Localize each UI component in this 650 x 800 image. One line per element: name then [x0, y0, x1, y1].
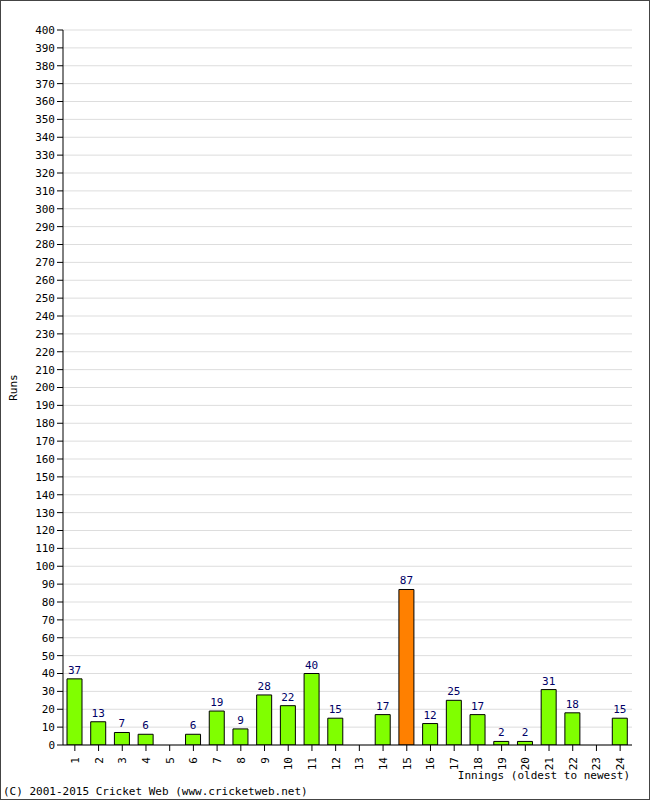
svg-text:240: 240: [35, 310, 55, 323]
html-text:(C) 2001-2015 Cricket Web (www: (C) 2001-2015 Cricket Web (www.cricketwe…: [3, 785, 308, 798]
svg-text:21: 21: [543, 757, 556, 771]
svg-text:80: 80: [42, 596, 55, 609]
svg-text:350: 350: [35, 113, 55, 126]
svg-text:9: 9: [237, 714, 244, 727]
svg-text:15: 15: [329, 703, 342, 716]
svg-text:270: 270: [35, 256, 55, 269]
svg-text:22: 22: [281, 691, 294, 704]
svg-text:40: 40: [305, 659, 318, 672]
svg-text:Innings (oldest to newest): Innings (oldest to newest): [458, 769, 630, 781]
svg-text:Runs: Runs: [8, 374, 20, 401]
svg-text:280: 280: [35, 238, 55, 251]
svg-text:230: 230: [35, 328, 55, 341]
svg-text:2: 2: [93, 757, 106, 764]
svg-text:13: 13: [92, 707, 105, 720]
svg-text:22: 22: [566, 757, 580, 771]
svg-text:320: 320: [35, 167, 55, 180]
svg-text:17: 17: [471, 700, 484, 713]
svg-text:4: 4: [140, 757, 153, 764]
svg-text:17: 17: [448, 757, 462, 771]
svg-text:390: 390: [35, 42, 55, 55]
svg-text:37: 37: [68, 664, 81, 677]
svg-text:18: 18: [471, 757, 485, 771]
svg-text:10: 10: [42, 721, 55, 734]
svg-text:180: 180: [35, 417, 55, 430]
svg-text:100: 100: [35, 560, 55, 573]
svg-text:10: 10: [282, 757, 295, 770]
svg-text:24: 24: [614, 757, 628, 771]
svg-text:17: 17: [376, 700, 389, 713]
svg-text:20: 20: [42, 703, 55, 716]
svg-text:260: 260: [35, 274, 55, 287]
svg-text:150: 150: [35, 471, 55, 484]
svg-text:31: 31: [542, 675, 555, 688]
svg-text:8: 8: [235, 757, 248, 764]
svg-text:13: 13: [353, 757, 366, 770]
svg-text:370: 370: [35, 78, 55, 91]
svg-text:28: 28: [258, 680, 271, 693]
svg-text:25: 25: [447, 685, 460, 698]
svg-text:1: 1: [69, 757, 82, 764]
svg-text:140: 140: [35, 489, 55, 502]
svg-text:12: 12: [424, 709, 437, 722]
svg-text:90: 90: [42, 578, 55, 591]
svg-text:330: 330: [35, 149, 55, 162]
svg-text:160: 160: [35, 453, 55, 466]
svg-text:310: 310: [35, 185, 55, 198]
svg-text:2: 2: [498, 726, 505, 739]
svg-text:0: 0: [48, 739, 55, 752]
svg-text:16: 16: [424, 757, 437, 770]
svg-text:290: 290: [35, 221, 55, 234]
svg-text:7: 7: [211, 757, 224, 764]
svg-text:15: 15: [613, 703, 626, 716]
svg-text:380: 380: [35, 60, 55, 73]
svg-text:14: 14: [377, 757, 390, 771]
svg-text:6: 6: [142, 719, 149, 732]
svg-text:6: 6: [190, 719, 197, 732]
svg-text:19: 19: [210, 696, 223, 709]
svg-text:200: 200: [35, 381, 55, 394]
svg-text:87: 87: [400, 574, 413, 587]
svg-text:19: 19: [495, 757, 509, 771]
svg-text:210: 210: [35, 364, 55, 377]
svg-text:15: 15: [401, 757, 414, 770]
svg-text:110: 110: [35, 542, 55, 555]
svg-text:20: 20: [519, 757, 533, 771]
svg-text:190: 190: [35, 399, 55, 412]
svg-text:400: 400: [35, 24, 55, 37]
svg-text:30: 30: [42, 685, 55, 698]
svg-text:60: 60: [42, 632, 55, 645]
svg-text:12: 12: [330, 757, 343, 770]
svg-text:170: 170: [35, 435, 55, 448]
svg-text:300: 300: [35, 203, 55, 216]
svg-text:6: 6: [187, 757, 200, 764]
svg-text:3: 3: [116, 757, 129, 764]
svg-text:70: 70: [42, 614, 55, 627]
svg-text:23: 23: [590, 757, 604, 771]
svg-text:9: 9: [259, 757, 272, 764]
svg-text:40: 40: [42, 667, 55, 680]
svg-text:50: 50: [42, 650, 55, 663]
svg-text:360: 360: [35, 95, 55, 108]
svg-text:11: 11: [306, 757, 319, 770]
svg-text:18: 18: [566, 698, 579, 711]
svg-text:220: 220: [35, 346, 55, 359]
svg-text:250: 250: [35, 292, 55, 305]
svg-text:120: 120: [35, 524, 55, 537]
svg-text:130: 130: [35, 507, 55, 520]
svg-text:2: 2: [522, 726, 529, 739]
svg-text:340: 340: [35, 131, 55, 144]
svg-text:7: 7: [119, 717, 126, 730]
svg-text:5: 5: [164, 757, 177, 764]
